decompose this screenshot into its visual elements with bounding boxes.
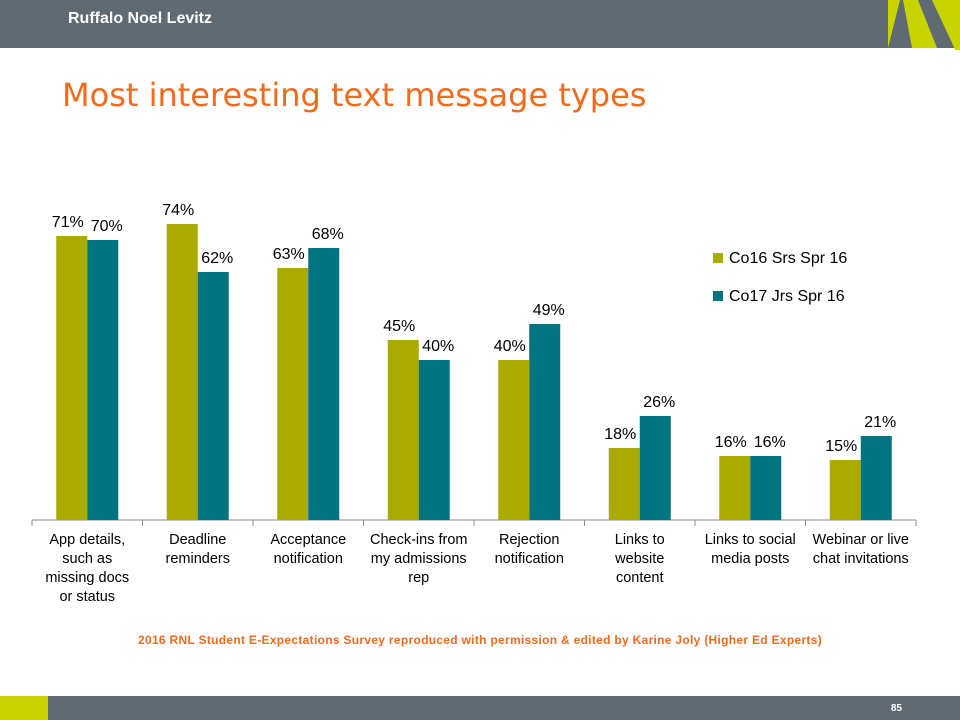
- bar-co17: [308, 248, 340, 520]
- bar-co17: [860, 436, 892, 520]
- category-label: Deadline: [169, 532, 226, 548]
- data-label: 71%: [52, 214, 84, 231]
- header-bar: [0, 0, 960, 48]
- legend-swatch: [713, 291, 723, 301]
- data-label: 40%: [422, 338, 454, 355]
- footer-accent: [0, 696, 48, 720]
- category-label: missing docs: [45, 570, 129, 586]
- category-label: website: [614, 551, 664, 567]
- bar-co17: [529, 324, 561, 520]
- category-label: media posts: [711, 551, 789, 567]
- category-label: notification: [495, 551, 564, 567]
- legend-label: Co16 Srs Spr 16: [729, 250, 847, 267]
- bar-co16: [719, 456, 751, 520]
- data-label: 62%: [201, 250, 233, 267]
- bar-co16: [498, 360, 530, 520]
- bar-co16: [277, 268, 309, 520]
- category-label: my admissions: [371, 551, 467, 567]
- data-label: 40%: [494, 338, 526, 355]
- brand-name: Ruffalo Noel Levitz: [68, 10, 213, 27]
- header-accent-shape: [888, 0, 960, 50]
- data-label: 18%: [604, 426, 636, 443]
- data-label: 45%: [383, 318, 415, 335]
- bar-co17: [750, 456, 782, 520]
- category-label: Acceptance: [270, 532, 346, 548]
- bar-co16: [387, 340, 419, 520]
- bar-co16: [829, 460, 861, 520]
- data-label: 21%: [864, 414, 896, 431]
- data-label: 26%: [643, 394, 675, 411]
- data-label: 16%: [754, 434, 786, 451]
- bar-co16: [166, 224, 198, 520]
- category-label: or status: [59, 589, 115, 605]
- data-label: 70%: [91, 218, 123, 235]
- bar-co16: [56, 236, 88, 520]
- data-label: 15%: [825, 438, 857, 455]
- data-label: 68%: [312, 226, 344, 243]
- page-number: 85: [890, 703, 902, 714]
- footer-bar: [0, 696, 960, 720]
- category-label: App details,: [49, 532, 125, 548]
- bar-chart: 71% 70% App details, such as missing docs or …: [31, 202, 917, 605]
- category-label: rep: [408, 570, 429, 586]
- legend-swatch: [713, 253, 723, 263]
- category-label: Links to social: [705, 532, 796, 548]
- bar-co16: [608, 448, 640, 520]
- category-label: Links to: [615, 532, 665, 548]
- bar-co17: [639, 416, 671, 520]
- category-label: such as: [62, 551, 112, 567]
- category-label: content: [616, 570, 664, 586]
- data-label: 74%: [162, 202, 194, 219]
- category-label: notification: [274, 551, 343, 567]
- category-label: Rejection: [499, 532, 559, 548]
- data-label: 63%: [273, 246, 305, 263]
- bar-co17: [87, 240, 119, 520]
- legend-label: Co17 Jrs Spr 16: [729, 288, 845, 305]
- bar-co17: [197, 272, 229, 520]
- data-label: 16%: [715, 434, 747, 451]
- bar-co17: [418, 360, 450, 520]
- category-label: chat invitations: [813, 551, 909, 567]
- slide-title: Most interesting text message types: [62, 76, 647, 114]
- source-credit: 2016 RNL Student E-Expectations Survey r…: [138, 633, 822, 647]
- data-label: 49%: [533, 302, 565, 319]
- category-label: Webinar or live: [813, 532, 909, 548]
- category-label: Check-ins from: [370, 532, 468, 548]
- category-label: reminders: [166, 551, 230, 567]
